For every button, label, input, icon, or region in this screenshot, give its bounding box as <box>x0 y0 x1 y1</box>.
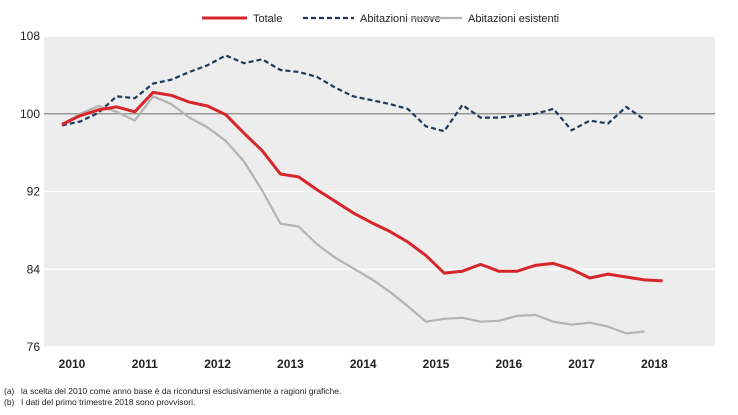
x-axis-ticks: 2010 2011 2012 2013 2014 2015 2016 2017 2018 <box>59 357 668 371</box>
y-tick-label: 100 <box>20 107 40 121</box>
footnotes: (a) la scelta del 2010 come anno base è … <box>4 386 341 408</box>
footnote-a: (a) la scelta del 2010 come anno base è … <box>4 386 341 397</box>
y-tick-label: 108 <box>20 29 40 43</box>
series-line-abitazioni-esistenti <box>61 95 645 335</box>
x-tick-label: 2015 <box>423 357 450 371</box>
footnote-a-tag: (a) <box>4 386 15 396</box>
x-tick-label: 2011 <box>132 357 158 371</box>
x-tick-label: 2013 <box>277 357 304 371</box>
x-tick-label: 2012 <box>204 357 231 371</box>
x-tick-label: 2010 <box>59 357 86 371</box>
x-tick-label: 2018 <box>641 357 668 371</box>
series-line-totale <box>61 90 663 283</box>
x-tick-label: 2017 <box>568 357 595 371</box>
footnote-b: (b) I dati del primo trimestre 2018 sono… <box>4 397 341 408</box>
series-layer <box>61 54 663 335</box>
y-tick-label: 84 <box>27 262 41 276</box>
y-tick-label: 76 <box>27 340 41 354</box>
legend: Totale Abitazioni nuove Abitazioni esisten… <box>202 13 559 25</box>
legend-label: Abitazioni esistenti <box>468 13 559 25</box>
series-line-abitazioni-nuove <box>61 54 646 133</box>
x-tick-label: 2016 <box>495 357 522 371</box>
y-tick-label: 92 <box>27 185 41 199</box>
legend-label: Abitazioni nuove <box>360 13 441 25</box>
gridlines <box>44 35 715 348</box>
footnote-b-text: I dati del primo trimestre 2018 sono pro… <box>21 397 196 407</box>
x-tick-label: 2014 <box>350 357 377 371</box>
legend-label: Totale <box>253 13 282 25</box>
footnote-a-text: la scelta del 2010 come anno base è da r… <box>21 386 342 396</box>
footnote-b-tag: (b) <box>4 397 15 407</box>
y-axis-ticks: 76 84 92 100 108 <box>20 29 40 354</box>
